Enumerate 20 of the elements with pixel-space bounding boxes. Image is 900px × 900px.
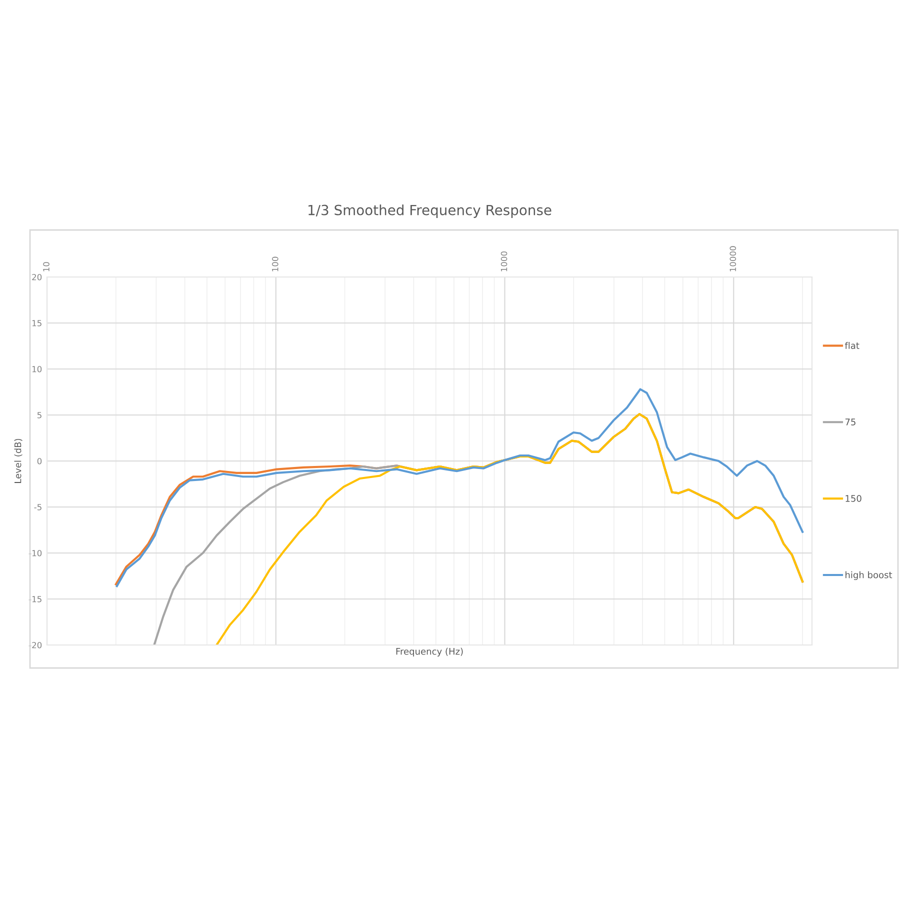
y-tick-label: -15 (28, 596, 42, 602)
legend-label: 75 (845, 418, 856, 426)
y-tick-label: 5 (37, 412, 42, 418)
x-tick-label: 100 (272, 256, 278, 272)
legend-label: high boost (846, 571, 892, 580)
chart-title: 1/3 Smoothed Frequency Response (308, 204, 552, 218)
legend-label: 150 (846, 495, 862, 502)
y-axis-title: Level (dB) (14, 438, 22, 483)
x-tick-label: 10 (43, 262, 50, 272)
y-tick-label: 10 (32, 366, 42, 372)
y-tick-label: -20 (28, 642, 42, 648)
y-tick-label: -5 (34, 504, 42, 510)
legend-label: flat (844, 342, 860, 349)
x-tick-label: 10000 (730, 246, 736, 272)
y-tick-label: -10 (28, 550, 42, 556)
x-axis-title: Frequency (Hz) (396, 648, 463, 657)
y-tick-label: 0 (37, 458, 42, 464)
y-tick-label: 20 (32, 274, 42, 280)
y-tick-label: 15 (32, 320, 42, 326)
x-tick-label: 1000 (500, 251, 508, 272)
